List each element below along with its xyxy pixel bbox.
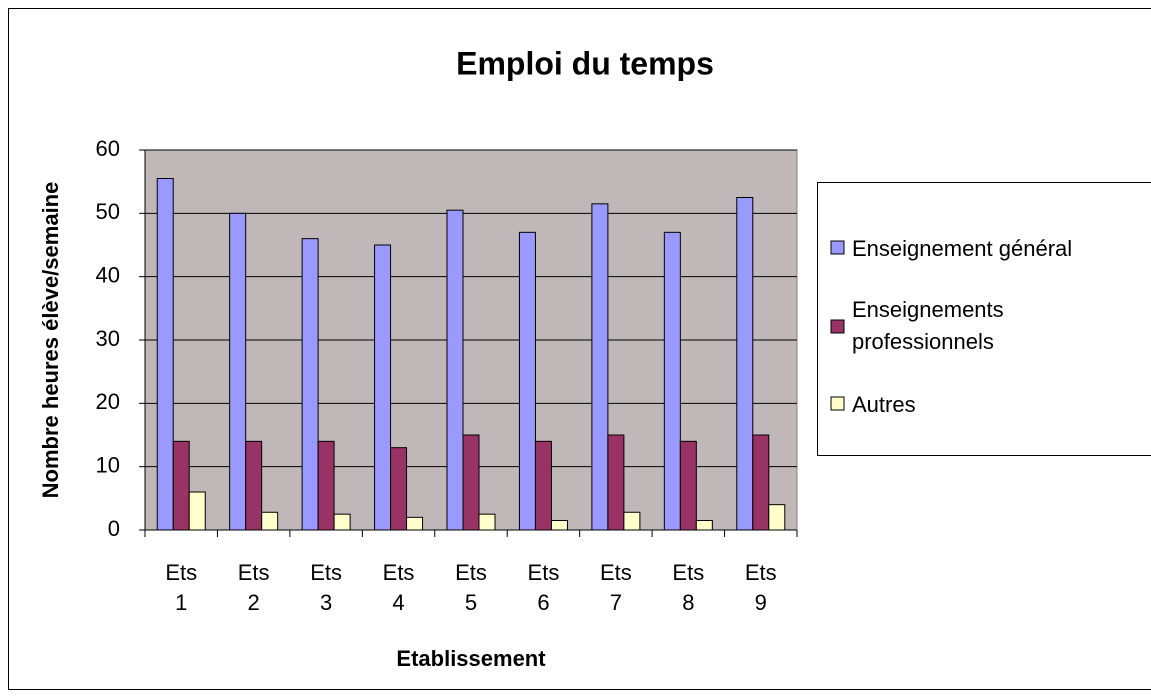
legend-swatch bbox=[830, 396, 845, 411]
bar bbox=[534, 440, 552, 531]
bar bbox=[478, 513, 496, 531]
bar bbox=[245, 440, 263, 531]
legend-label: Enseignements professionnels bbox=[852, 297, 1004, 354]
y-tick-label: 40 bbox=[96, 262, 120, 287]
x-tick-label: Ets 3 bbox=[310, 560, 342, 615]
x-axis-label: Etablissement bbox=[396, 646, 546, 671]
bar bbox=[695, 520, 713, 531]
legend-swatch bbox=[830, 319, 845, 334]
bar bbox=[736, 197, 754, 531]
x-tick-label: Ets 9 bbox=[744, 560, 777, 615]
bar bbox=[768, 504, 786, 531]
y-axis-label: Nombre heures élève/semaine bbox=[38, 182, 63, 499]
bar bbox=[172, 440, 190, 531]
bar bbox=[623, 511, 641, 531]
x-tick-label: Ets 6 bbox=[527, 560, 560, 615]
bar bbox=[591, 203, 609, 531]
y-tick-label: 0 bbox=[108, 516, 120, 541]
bar bbox=[333, 513, 351, 531]
bar bbox=[301, 238, 319, 531]
x-tick-label: Ets 4 bbox=[382, 560, 415, 615]
y-tick-label: 30 bbox=[96, 326, 120, 351]
bar bbox=[188, 491, 206, 531]
legend-swatch bbox=[830, 240, 845, 255]
legend-box bbox=[817, 182, 1151, 456]
bar bbox=[229, 212, 247, 531]
bar bbox=[406, 516, 424, 531]
bar bbox=[462, 434, 480, 531]
bar bbox=[518, 231, 536, 531]
y-tick-label: 10 bbox=[96, 452, 120, 477]
legend-label: Autres bbox=[852, 392, 916, 417]
y-tick-label: 20 bbox=[96, 389, 120, 414]
bar bbox=[156, 178, 174, 531]
chart-title: Emploi du temps bbox=[456, 45, 714, 81]
bar bbox=[663, 231, 681, 531]
x-tick-label: Ets 5 bbox=[455, 560, 487, 615]
bar bbox=[261, 511, 279, 531]
bar bbox=[317, 440, 335, 531]
bar bbox=[679, 440, 697, 531]
bar bbox=[752, 434, 770, 531]
x-tick-label: Ets 2 bbox=[237, 560, 270, 615]
x-tick-label: Ets 8 bbox=[672, 560, 705, 615]
legend-label: Enseignement général bbox=[852, 236, 1073, 261]
x-tick-label: Ets 7 bbox=[599, 560, 632, 615]
bar bbox=[390, 447, 408, 531]
bar bbox=[446, 209, 464, 531]
bar bbox=[607, 434, 625, 531]
bar bbox=[374, 244, 392, 531]
y-tick-label: 60 bbox=[96, 136, 120, 161]
y-tick-label: 50 bbox=[96, 199, 120, 224]
x-tick-label: Ets 1 bbox=[165, 560, 198, 615]
bar bbox=[550, 520, 568, 531]
